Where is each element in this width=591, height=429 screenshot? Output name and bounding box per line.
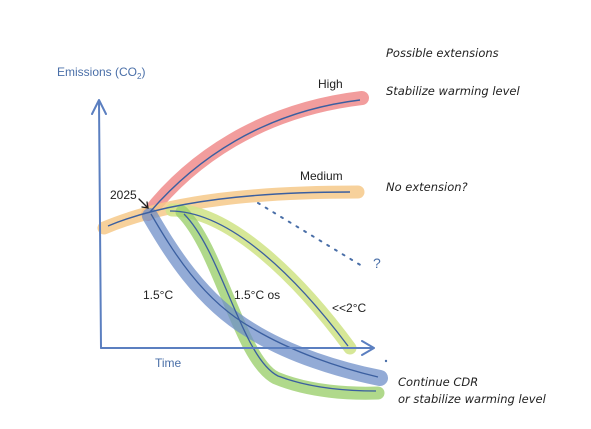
green-band — [175, 205, 385, 400]
y-axis-label: Emissions (CO2) — [57, 65, 145, 81]
high-note: Stabilize warming level — [386, 84, 520, 98]
lt2-line — [169, 210, 349, 347]
notes-header: Possible extensions — [386, 46, 499, 60]
dotted-extension — [257, 202, 363, 267]
low-note-line2: or stabilize warming level — [398, 392, 547, 406]
x-axis-label: Time — [155, 356, 182, 370]
start-year-label: 2025 — [110, 188, 137, 202]
x-axis — [100, 340, 375, 356]
green-line — [183, 213, 377, 392]
axis-tick-dot — [384, 359, 388, 363]
high-line — [149, 99, 361, 213]
low-note-line1: Continue CDR — [398, 375, 478, 389]
lt2-label: <<2°C — [332, 301, 366, 315]
y-axis — [91, 99, 107, 349]
p15-label: 1.5°C — [143, 288, 173, 302]
start-arrow — [138, 198, 149, 209]
p15os-label: 1.5°C os — [234, 288, 280, 302]
medium-line — [107, 191, 351, 227]
low-line — [150, 213, 379, 378]
medium-label: Medium — [300, 169, 343, 183]
high-band — [141, 91, 369, 221]
question-mark: ? — [373, 255, 381, 271]
medium-note: No extension? — [386, 180, 468, 194]
low-band — [142, 208, 388, 386]
high-label: High — [318, 77, 343, 91]
